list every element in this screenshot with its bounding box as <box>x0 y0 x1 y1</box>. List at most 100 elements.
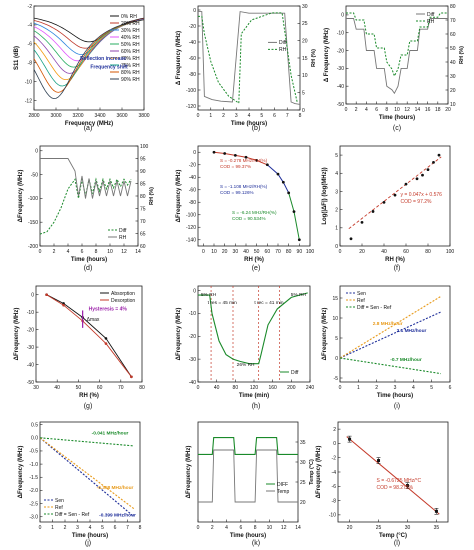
x-axis-label: RH (%) <box>79 393 99 399</box>
x-tick-label: 5 <box>430 385 433 391</box>
x-tick-label: 100 <box>446 249 455 255</box>
legend-entry: Temp <box>277 489 289 495</box>
data-point <box>212 150 216 154</box>
fit-line <box>346 436 440 515</box>
annotation: Δmax <box>87 317 100 323</box>
y2-tick-label: 80 <box>450 4 456 10</box>
fit-line <box>266 164 290 194</box>
x-tick-label: 80 <box>139 385 145 391</box>
legend-entry: Diff = Sen - Ref <box>55 512 90 518</box>
y-tick-label: -150 <box>28 220 38 226</box>
y-tick-label: 0.0 <box>31 436 38 442</box>
x-tick-label: 20 <box>359 249 365 255</box>
y-tick-label: -120 <box>186 225 196 231</box>
legend-entry: Sen <box>357 291 366 297</box>
y-tick-label: -40 <box>189 380 196 386</box>
x-tick-label: 0 <box>339 385 342 391</box>
legend-entry: 70% RH <box>121 56 140 62</box>
x-tick-label: 60 <box>265 249 271 255</box>
x-tick-label: 70 <box>275 249 281 255</box>
panel-b: 0 1 2 3 4 5 6 7 80-20-40-60-80-100-1200510152025… <box>176 4 317 132</box>
y-tick-label: -30 <box>337 66 344 72</box>
x-tick-label: 0 <box>345 107 348 113</box>
y-tick-label: -12 <box>25 98 32 104</box>
y-tick-label: -40 <box>337 84 344 90</box>
y2-axis-label: Temp (°C) <box>309 459 315 485</box>
annotation: S = -6.24 MHz/RH(%) <box>232 210 277 215</box>
y2-tick-label: 35 <box>300 440 306 446</box>
y2-tick-label: 25 <box>300 480 306 486</box>
y-tick-label: -1.5 <box>29 475 38 481</box>
x-tick-label: 4 <box>365 107 368 113</box>
x-tick-label: 2800 <box>28 113 39 119</box>
series-line <box>339 357 441 375</box>
y2-tick-label: 20 <box>300 500 306 506</box>
x-tick-label: 6 <box>114 525 117 531</box>
x-tick-label: 100 <box>306 249 315 255</box>
x-tick-label: 4 <box>67 249 70 255</box>
y-tick-label: -10 <box>337 31 344 37</box>
y2-tick-label: 10 <box>302 73 308 79</box>
legend-entry: Ref <box>357 298 365 304</box>
x-tick-label: 2 <box>53 249 56 255</box>
y2-tick-label: 65 <box>140 231 146 237</box>
data-point <box>233 153 237 157</box>
y-tick-label: -80 <box>189 72 196 78</box>
y-tick-label: 10 <box>332 316 338 322</box>
y2-axis-label: RH (%) <box>311 49 317 67</box>
annotation: -0.399 MHz/hour <box>99 513 136 519</box>
series-line <box>339 311 442 359</box>
y-axis-label: Δ Frequency (MHz) <box>324 28 330 82</box>
x-tick-label: 10 <box>107 249 113 255</box>
series-line <box>346 18 448 95</box>
y-tick-label: 15 <box>332 296 338 302</box>
x-tick-label: 6 <box>81 249 84 255</box>
y-tick-label: 0 <box>335 356 338 362</box>
panel-label: (d) <box>84 265 93 272</box>
x-tick-label: 7 <box>126 525 129 531</box>
data-point <box>287 191 291 195</box>
y-tick-label: -60 <box>189 56 196 62</box>
y-tick-label: 0 <box>341 13 344 19</box>
legend-entry: 90% RH <box>121 77 140 83</box>
annotation: 2.1 MHz/hour <box>397 328 427 334</box>
x-tick-label: 10 <box>394 107 400 113</box>
x-tick-label: 18 <box>435 107 441 113</box>
x-tick-label: 8 <box>95 249 98 255</box>
x-tick-label: 12 <box>121 249 127 255</box>
legend-entry: 30% RH <box>121 28 140 34</box>
y-tick-label: -20 <box>189 163 196 169</box>
legend-entry: 50% RH <box>121 42 140 48</box>
y-axis-label: ΔFrequency (MHz) <box>176 308 182 361</box>
y-tick-label: -120 <box>186 104 196 110</box>
x-axis-label: Time (hours) <box>379 115 415 121</box>
x-tick-label: 80 <box>233 385 239 391</box>
annotation: -0.041 MHz/hour <box>92 431 129 437</box>
y2-tick-label: 10 <box>450 102 456 108</box>
y-tick-label: 2 <box>335 207 338 213</box>
data-point <box>360 220 364 224</box>
x-tick-label: 0 <box>197 385 200 391</box>
series-line <box>198 437 298 455</box>
y-tick-label: -0.5 <box>29 449 38 455</box>
series-line <box>346 12 448 78</box>
y-tick-label: 0 <box>193 150 196 156</box>
y2-tick-label: 100 <box>140 144 149 150</box>
x-tick-label: 25 <box>376 525 382 531</box>
annotation: 2.8 MHz/hour <box>373 321 403 327</box>
panel-label: (b) <box>252 125 261 132</box>
y-tick-label: -4 <box>28 23 33 29</box>
series-line <box>198 292 308 365</box>
y-tick-label: 0 <box>333 441 336 447</box>
panel-e: 0 10 20 30 40 50 60 70 80 90 100 0 -20 -40 -60 -80 -100 -… <box>176 145 315 272</box>
x-tick-label: 40 <box>54 385 60 391</box>
y-tick-label: 0.5 <box>31 422 38 428</box>
data-point <box>371 210 375 213</box>
annotation: COD = 90.534% <box>232 216 266 221</box>
x-tick-label: 5 <box>101 525 104 531</box>
x-tick-label: 0 <box>197 113 200 119</box>
x-tick-label: 6 <box>239 525 242 531</box>
y2-tick-label: 5 <box>302 90 305 96</box>
